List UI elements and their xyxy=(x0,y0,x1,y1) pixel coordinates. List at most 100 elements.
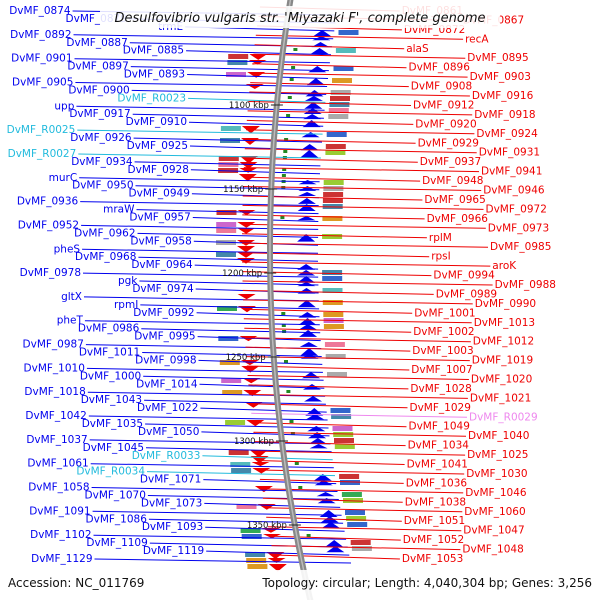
gene-label[interactable]: DvMF_0987 xyxy=(23,339,84,351)
gene-label[interactable]: DvMF_1119 xyxy=(143,545,204,557)
gene-label[interactable]: alaS xyxy=(406,43,429,55)
gene-label[interactable]: DvMF_0893 xyxy=(124,69,185,81)
gene-label[interactable]: DvMF_1070 xyxy=(85,490,146,502)
gene-label[interactable]: DvMF_0928 xyxy=(128,164,189,176)
gene-label[interactable]: DvMF_1020 xyxy=(471,374,532,386)
gene-label[interactable]: DvMF_1036 xyxy=(406,477,468,489)
gene-label[interactable]: DvMF_R0029 xyxy=(469,411,538,423)
gene-label[interactable]: DvMF_0925 xyxy=(127,140,188,152)
gene-label[interactable]: DvMF_0948 xyxy=(422,175,483,187)
gene-label[interactable]: DvMF_0964 xyxy=(131,259,193,271)
gene-label[interactable]: DvMF_1058 xyxy=(28,482,89,494)
gene-label[interactable]: DvMF_0992 xyxy=(133,307,194,319)
gene-label[interactable]: DvMF_0937 xyxy=(420,156,481,168)
gene-label[interactable]: DvMF_0910 xyxy=(126,116,187,128)
gene-label[interactable]: DvMF_0988 xyxy=(495,279,556,291)
gene-label[interactable]: DvMF_1129 xyxy=(31,553,92,565)
gene-label[interactable]: DvMF_1093 xyxy=(142,521,203,533)
gene-label[interactable]: DvMF_1012 xyxy=(473,336,534,348)
gene-label[interactable]: DvMF_1001 xyxy=(414,307,475,319)
gene-label[interactable]: DvMF_1042 xyxy=(25,410,86,422)
gene-label[interactable]: DvMF_1109 xyxy=(86,537,147,549)
gene-label[interactable]: DvMF_0905 xyxy=(12,77,73,89)
gene-label[interactable]: pgk xyxy=(118,275,138,287)
gene-label[interactable]: DvMF_0900 xyxy=(68,84,129,96)
gene-label[interactable]: DvMF_1022 xyxy=(137,402,198,414)
gene-label[interactable]: DvMF_1043 xyxy=(81,394,142,406)
gene-label[interactable]: DvMF_1011 xyxy=(79,347,140,359)
gene-label[interactable]: DvMF_0946 xyxy=(483,185,545,197)
gene-label[interactable]: DvMF_0989 xyxy=(436,288,497,300)
gene-label[interactable]: DvMF_1047 xyxy=(463,525,524,537)
gene-label[interactable]: DvMF_0926 xyxy=(70,132,132,144)
gene-label[interactable]: DvMF_1018 xyxy=(24,386,85,398)
gene-label[interactable]: DvMF_0936 xyxy=(17,196,79,208)
gene-label[interactable]: DvMF_0896 xyxy=(409,62,471,74)
gene-label[interactable]: DvMF_1041 xyxy=(407,459,468,471)
gene-label[interactable]: DvMF_1040 xyxy=(468,430,529,442)
gene-label[interactable]: pheS xyxy=(54,243,81,255)
gene-label[interactable]: DvMF_R0033 xyxy=(132,450,201,462)
gene-label[interactable]: murC xyxy=(49,172,78,184)
gene-label[interactable]: DvMF_0978 xyxy=(20,267,81,279)
gene-label[interactable]: DvMF_0885 xyxy=(123,45,184,57)
gene-label[interactable]: DvMF_R0027 xyxy=(8,148,77,160)
gene-label[interactable]: DvMF_0917 xyxy=(69,108,130,120)
gene-label[interactable]: DvMF_0962 xyxy=(74,227,135,239)
gene-label[interactable]: DvMF_0985 xyxy=(490,241,551,253)
gene-label[interactable]: DvMF_1050 xyxy=(138,426,199,438)
gene-label[interactable]: DvMF_1086 xyxy=(86,513,148,525)
gene-label[interactable]: DvMF_0972 xyxy=(486,203,547,215)
gene-label[interactable]: DvMF_0941 xyxy=(481,166,542,178)
gene-label[interactable]: DvMF_0973 xyxy=(488,222,549,234)
gene-label[interactable]: DvMF_1030 xyxy=(466,468,527,480)
gene-label[interactable]: DvMF_1051 xyxy=(404,515,465,527)
gene-label[interactable]: DvMF_0887 xyxy=(66,37,127,49)
gene-label[interactable]: DvMF_1048 xyxy=(462,544,523,556)
gene-label-layer[interactable]: DvMF_0874DvMF_0879trmEDvMF_0892DvMF_0887… xyxy=(7,5,556,565)
gene-label[interactable]: DvMF_1029 xyxy=(410,402,471,414)
gene-label[interactable]: DvMF_0958 xyxy=(130,235,191,247)
gene-label[interactable]: DvMF_0986 xyxy=(78,323,140,335)
gene-label[interactable]: DvMF_0966 xyxy=(427,213,489,225)
gene-label[interactable]: gltX xyxy=(61,291,82,303)
gene-label[interactable]: DvMF_1052 xyxy=(403,534,464,546)
gene-label[interactable]: aroK xyxy=(492,260,517,272)
gene-label[interactable]: recA xyxy=(465,33,489,45)
gene-label[interactable]: DvMF_0918 xyxy=(474,109,535,121)
gene-label[interactable]: DvMF_1021 xyxy=(470,392,531,404)
gene-label[interactable]: DvMF_0874 xyxy=(9,5,71,17)
gene-label[interactable]: DvMF_1028 xyxy=(410,383,471,395)
gene-label[interactable]: rpsI xyxy=(431,251,451,263)
gene-label[interactable]: DvMF_0965 xyxy=(424,194,485,206)
gene-label[interactable]: DvMF_1045 xyxy=(83,442,144,454)
gene-label[interactable]: DvMF_0920 xyxy=(415,118,476,130)
gene-label[interactable]: DvMF_R0034 xyxy=(76,466,145,478)
gene-label[interactable]: rpmI xyxy=(114,299,138,311)
gene-label[interactable]: DvMF_0931 xyxy=(479,147,540,159)
gene-label[interactable]: DvMF_0968 xyxy=(75,251,136,263)
gene-label[interactable]: DvMF_1013 xyxy=(474,317,535,329)
gene-label[interactable]: DvMF_0929 xyxy=(418,137,479,149)
gene-label[interactable]: DvMF_1038 xyxy=(405,496,466,508)
gene-label[interactable]: DvMF_1007 xyxy=(411,364,472,376)
gene-label[interactable]: DvMF_1010 xyxy=(24,362,85,374)
gene-label[interactable]: DvMF_1073 xyxy=(141,497,202,509)
gene-label[interactable]: DvMF_R0025 xyxy=(7,124,76,136)
gene-label[interactable]: DvMF_1000 xyxy=(80,370,141,382)
gene-label[interactable]: DvMF_1091 xyxy=(29,505,90,517)
gene-label[interactable]: DvMF_1025 xyxy=(467,449,528,461)
gene-label[interactable]: DvMF_1053 xyxy=(402,553,463,565)
gene-label[interactable]: DvMF_0924 xyxy=(476,128,538,140)
gene-label[interactable]: DvMF_0995 xyxy=(134,331,195,343)
gene-label[interactable]: DvMF_0916 xyxy=(472,90,534,102)
gene-label[interactable]: DvMF_0950 xyxy=(72,180,133,192)
gene-label[interactable]: DvMF_1014 xyxy=(136,378,198,390)
gene-label[interactable]: mraW xyxy=(103,204,135,216)
gene-label[interactable]: DvMF_1019 xyxy=(472,355,533,367)
gene-label[interactable]: DvMF_1049 xyxy=(409,421,470,433)
gene-label[interactable]: DvMF_0912 xyxy=(413,100,474,112)
gene-label[interactable]: DvMF_0952 xyxy=(18,219,79,231)
gene-label[interactable]: DvMF_0998 xyxy=(135,354,196,366)
gene-label[interactable]: DvMF_0897 xyxy=(67,61,128,73)
